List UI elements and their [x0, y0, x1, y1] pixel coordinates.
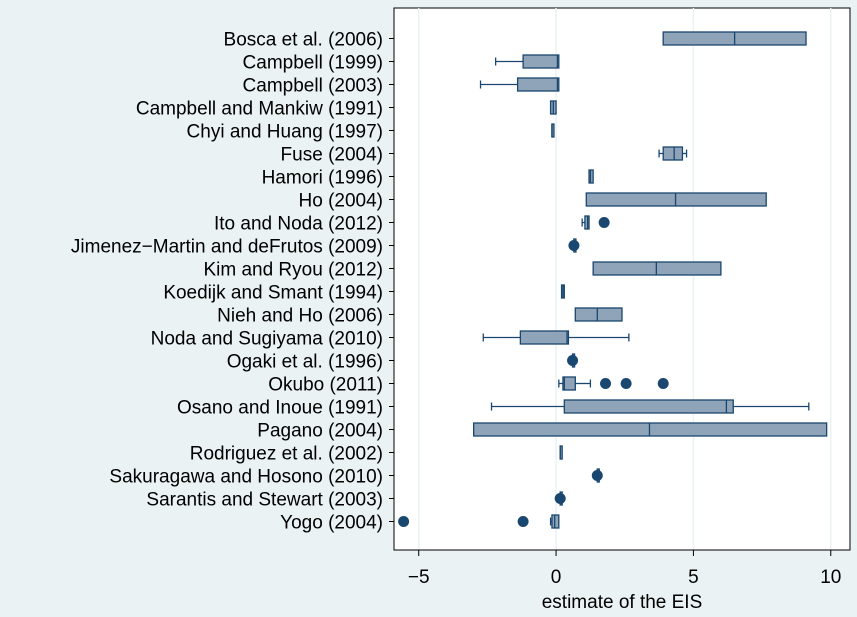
category-label: Hamori (1996) — [262, 168, 383, 189]
grid-lines — [417, 8, 832, 550]
category-label: Jimenez−Martin and deFrutos (2009) — [71, 237, 383, 258]
box — [473, 422, 828, 437]
box — [519, 330, 570, 345]
category-label: Chyi and Huang (1997) — [187, 122, 383, 143]
category-label: Yogo (2004) — [280, 513, 383, 534]
category-label: Campbell (2003) — [243, 76, 383, 97]
box-group — [559, 445, 563, 460]
box-group — [482, 330, 630, 345]
x-tick-label: −5 — [408, 567, 430, 588]
category-label: Sakuragawa and Hosono (2010) — [109, 467, 383, 488]
category-labels: Bosca et al. (2006)Campbell (1999)Campbe… — [71, 30, 394, 534]
outlier-point — [568, 240, 580, 251]
category-label: Fuse (2004) — [281, 145, 383, 166]
outlier-point — [600, 378, 612, 389]
category-label: Rodriguez et al. (2002) — [190, 444, 383, 465]
box — [662, 146, 684, 161]
box-group — [490, 399, 810, 414]
box — [563, 399, 734, 414]
box — [562, 376, 576, 391]
category-label: Pagano (2004) — [257, 421, 383, 442]
category-label: Noda and Sugiyama (2010) — [151, 329, 383, 350]
box — [522, 54, 560, 69]
category-label: Ito and Noda (2012) — [214, 214, 383, 235]
box-group — [588, 169, 594, 184]
outlier-point — [591, 470, 603, 481]
outlier-point — [657, 378, 669, 389]
box-group — [592, 261, 722, 276]
category-label: Campbell (1999) — [243, 53, 383, 74]
box-group — [551, 123, 555, 138]
outlier-point — [567, 355, 579, 366]
box — [592, 261, 722, 276]
box-group — [574, 307, 623, 322]
box — [516, 77, 560, 92]
plot-area — [393, 7, 851, 551]
box-group — [558, 376, 669, 391]
outlier-point — [620, 378, 632, 389]
box — [551, 514, 560, 529]
box-group — [479, 77, 560, 92]
outlier-point — [398, 516, 410, 527]
box — [584, 215, 590, 230]
category-label: Sarantis and Stewart (2003) — [146, 490, 383, 511]
box-group — [398, 514, 560, 529]
box-group — [473, 422, 828, 437]
box-group — [494, 54, 560, 69]
x-axis: −5 0 5 10 — [394, 549, 850, 588]
category-label: Koedijk and Smant (1994) — [163, 283, 383, 304]
box-group — [581, 215, 610, 230]
category-label: Campbell and Mankiw (1991) — [136, 99, 383, 120]
box-group — [591, 468, 603, 483]
outlier-point — [517, 516, 529, 527]
outlier-point — [554, 493, 566, 504]
box-group — [662, 31, 807, 46]
category-label: Osano and Inoue (1991) — [177, 398, 383, 419]
x-axis-title: estimate of the EIS — [542, 592, 703, 613]
box-group — [560, 284, 565, 299]
x-tick-label: 10 — [820, 567, 841, 588]
category-label: Nieh and Ho (2006) — [217, 306, 383, 327]
box-group — [585, 192, 767, 207]
outlier-point — [598, 217, 610, 228]
category-label: Bosca et al. (2006) — [224, 30, 383, 51]
box-group — [549, 100, 557, 115]
box-group — [568, 238, 580, 253]
box-group — [567, 353, 579, 368]
category-label: Ogaki et al. (1996) — [227, 352, 383, 373]
box-group — [658, 146, 688, 161]
category-label: Okubo (2011) — [268, 375, 383, 396]
category-label: Ho (2004) — [299, 191, 384, 212]
box — [585, 192, 767, 207]
box — [574, 307, 623, 322]
box — [588, 169, 594, 184]
x-tick-label: 5 — [688, 567, 699, 588]
box-group — [554, 491, 566, 506]
boxes — [398, 31, 828, 529]
x-tick-label: 0 — [551, 567, 562, 588]
category-label: Kim and Ryou (2012) — [203, 260, 383, 281]
